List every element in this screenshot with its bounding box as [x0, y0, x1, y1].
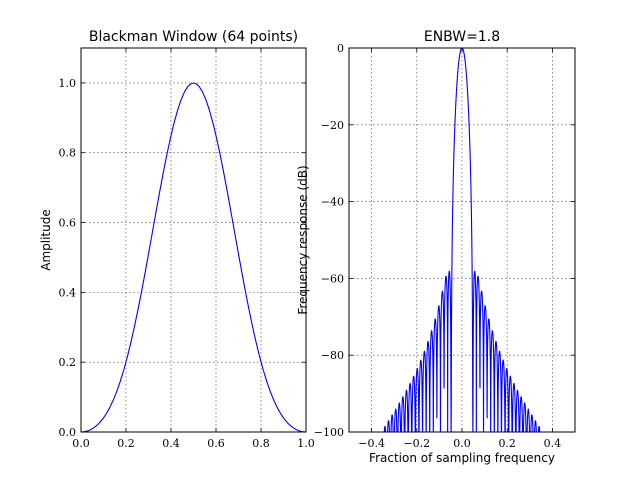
blackman-window-plot: 0.0 0.2 0.4 0.6 0.8 1.0 0.0 0.2 0.4 0.6 0.8 1.0 Bla…	[39, 29, 315, 450]
y-tick-label: −80	[321, 349, 344, 362]
x-tick-label: 0.8	[252, 437, 270, 450]
x-tick-label: 0.0	[453, 437, 471, 450]
y-tick-label: 0.6	[59, 217, 77, 230]
y-tick-label: −20	[321, 119, 344, 132]
x-tick-label: 0.2	[117, 437, 135, 450]
x-tick-label: 0.4	[162, 437, 180, 450]
right-ticks: −0.4 −0.2 0.0 0.2 0.4 0 −20 −40 −60 −80 −100	[314, 42, 575, 450]
y-tick-label: 0.2	[59, 356, 77, 369]
left-chart-title: Blackman Window (64 points)	[89, 29, 298, 45]
y-tick-label: −40	[321, 196, 344, 209]
x-tick-label: −0.4	[358, 437, 385, 450]
x-tick-label: 0.4	[544, 437, 562, 450]
y-tick-label: −60	[321, 272, 344, 285]
y-tick-label: −100	[314, 426, 344, 439]
y-tick-label: 0.4	[59, 286, 77, 299]
y-tick-label: 1.0	[59, 77, 77, 90]
y-tick-label: 0	[337, 42, 344, 55]
x-tick-label: 1.0	[297, 437, 315, 450]
right-chart-title: ENBW=1.8	[424, 29, 500, 45]
x-tick-label: −0.2	[403, 437, 430, 450]
left-grid	[81, 48, 306, 432]
x-tick-label: 0.0	[72, 437, 90, 450]
left-series-line	[80, 82, 307, 433]
y-tick-label: 0.0	[59, 426, 77, 439]
x-tick-label: 0.2	[498, 437, 516, 450]
right-x-axis-label: Fraction of sampling frequency	[369, 451, 555, 465]
right-grid	[349, 48, 575, 432]
left-y-axis-label: Amplitude	[39, 209, 53, 271]
y-tick-label: 0.8	[59, 147, 77, 160]
right-y-axis-label: Frequency response (dB)	[296, 165, 310, 314]
left-axes-frame	[80, 47, 307, 433]
left-ticks: 0.0 0.2 0.4 0.6 0.8 1.0 0.0 0.2 0.4 0.6 0.8 1.0	[59, 48, 315, 450]
x-tick-label: 0.6	[207, 437, 225, 450]
frequency-response-plot: −0.4 −0.2 0.0 0.2 0.4 0 −20 −40 −60 −80 −100 ENBW=…	[296, 29, 576, 465]
